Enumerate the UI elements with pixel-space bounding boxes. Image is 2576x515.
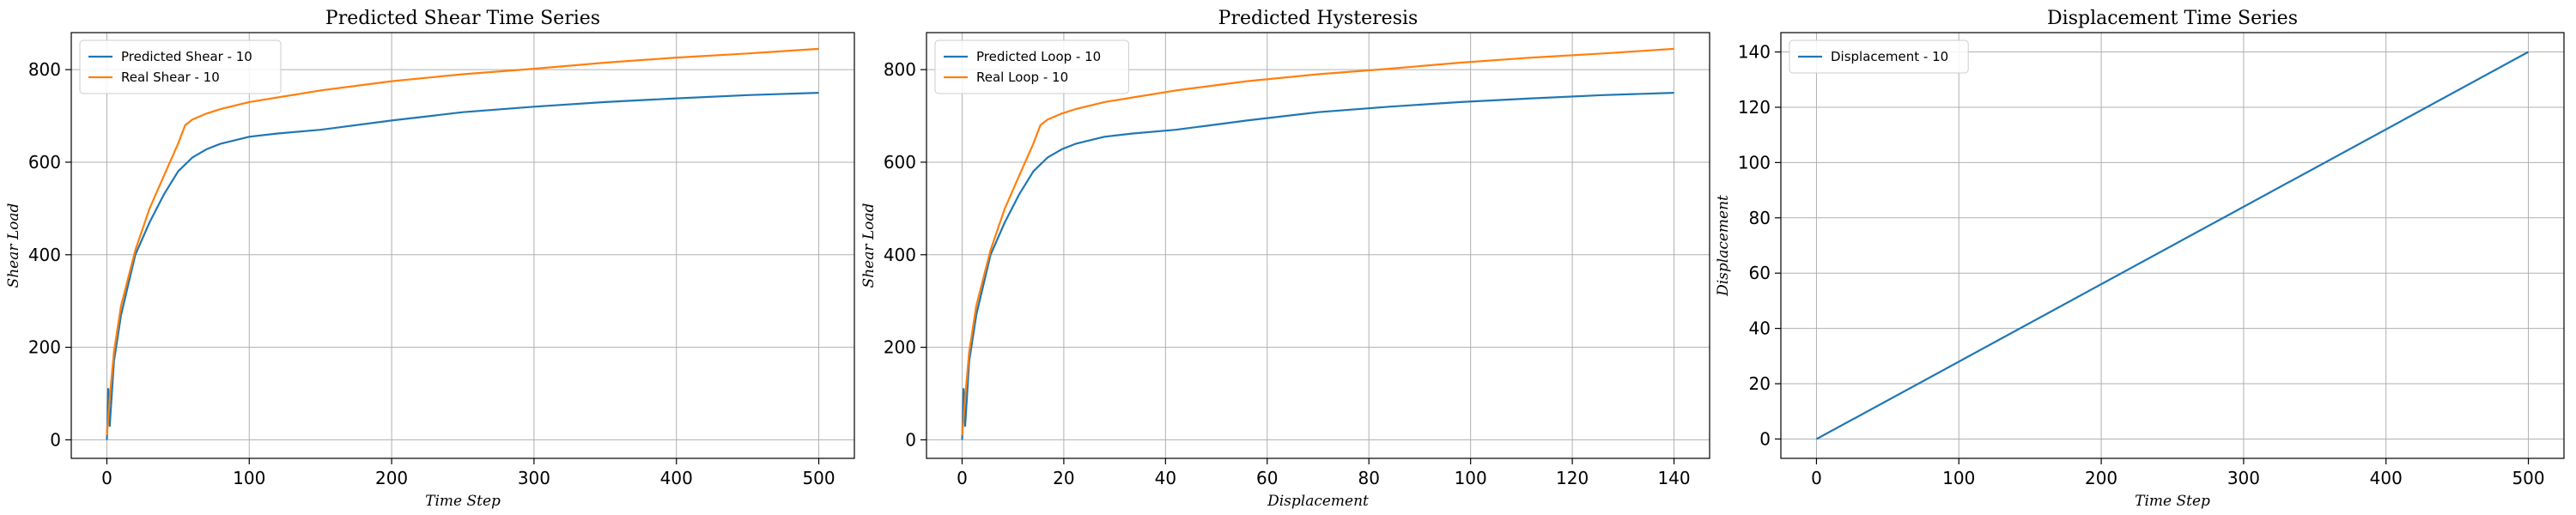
x-tick-label: 0 xyxy=(957,468,968,488)
x-tick-label: 60 xyxy=(1256,468,1278,488)
x-tick-label: 400 xyxy=(660,468,693,488)
chart-panel-2: 0 20 40 60 80 100 120 140 0 200 400 600 800 Predicted… xyxy=(860,8,1710,510)
x-tick-label: 500 xyxy=(2512,468,2544,488)
x-axis-label: Time Step xyxy=(2135,493,2210,510)
y-tick-label: 60 xyxy=(1749,263,1771,283)
x-tick-label: 500 xyxy=(802,468,835,488)
y-tick-label: 800 xyxy=(884,59,916,80)
x-tick-label: 80 xyxy=(1358,468,1379,488)
x-tick-label: 100 xyxy=(1942,468,1975,488)
y-tick-label: 200 xyxy=(28,337,61,358)
x-tick-label: 200 xyxy=(375,468,408,488)
axes-frame xyxy=(70,32,855,459)
y-tick-label: 100 xyxy=(1738,152,1771,173)
x-tick-label: 20 xyxy=(1053,468,1074,488)
y-tick-label: 120 xyxy=(1738,97,1771,118)
legend-label-1: Displacement - 10 xyxy=(1831,49,1948,64)
legend-box xyxy=(79,39,282,94)
series-line-2 xyxy=(961,47,1674,436)
y-tick-label: 140 xyxy=(1738,42,1771,63)
series-line-1 xyxy=(106,92,819,440)
x-tick-label: 120 xyxy=(1556,468,1589,488)
y-axis-label: Displacement xyxy=(1715,195,1732,297)
y-tick-label: 600 xyxy=(884,152,916,173)
legend-label-2: Real Shear - 10 xyxy=(121,70,220,85)
y-tick-label: 400 xyxy=(884,245,916,265)
series-line-2 xyxy=(106,47,819,436)
chart-title: Predicted Hysteresis xyxy=(1218,8,1419,29)
x-tick-label: 0 xyxy=(1811,468,1822,488)
y-tick-label: 20 xyxy=(1749,373,1771,394)
y-tick-label: 600 xyxy=(28,152,61,173)
chart-title: Predicted Shear Time Series xyxy=(325,8,600,29)
x-tick-label: 100 xyxy=(233,468,265,488)
chart-panel-3: 0 100 200 300 400 500 0 20 40 60 80 100 120 140 Displa… xyxy=(1715,8,2565,510)
y-tick-label: 0 xyxy=(905,429,916,450)
x-tick-label: 300 xyxy=(518,468,550,488)
x-tick-label: 140 xyxy=(1657,468,1690,488)
legend-box xyxy=(1789,39,1969,74)
y-tick-label: 0 xyxy=(50,429,61,450)
chart-panel-1: 0 100 200 300 400 500 0 200 400 600 800 Predicted S… xyxy=(5,8,855,510)
y-tick-label: 800 xyxy=(28,59,61,80)
axes-frame xyxy=(1780,32,2565,459)
y-axis-label: Shear Load xyxy=(5,203,22,288)
y-tick-label: 200 xyxy=(884,337,916,358)
x-tick-label: 400 xyxy=(2370,468,2403,488)
x-axis-label: Time Step xyxy=(425,493,501,510)
y-axis-label: Shear Load xyxy=(860,203,878,288)
legend-label-1: Predicted Shear - 10 xyxy=(121,49,252,64)
y-tick-label: 40 xyxy=(1749,318,1771,339)
x-tick-label: 200 xyxy=(2085,468,2117,488)
x-tick-label: 100 xyxy=(1455,468,1487,488)
x-tick-label: 0 xyxy=(101,468,112,488)
series-line-1 xyxy=(961,92,1674,440)
legend-label-2: Real Loop - 10 xyxy=(976,70,1068,85)
chart-title: Displacement Time Series xyxy=(2047,8,2298,29)
legend-box xyxy=(934,39,1129,94)
series-line-1 xyxy=(1815,51,2530,440)
legend-label-1: Predicted Loop - 10 xyxy=(976,49,1101,64)
axes-frame xyxy=(926,32,1710,459)
x-tick-label: 300 xyxy=(2227,468,2260,488)
x-tick-label: 40 xyxy=(1155,468,1176,488)
x-axis-label: Displacement xyxy=(1267,493,1369,510)
y-tick-label: 80 xyxy=(1749,208,1771,228)
y-tick-label: 0 xyxy=(1759,428,1771,449)
y-tick-label: 400 xyxy=(28,245,61,265)
